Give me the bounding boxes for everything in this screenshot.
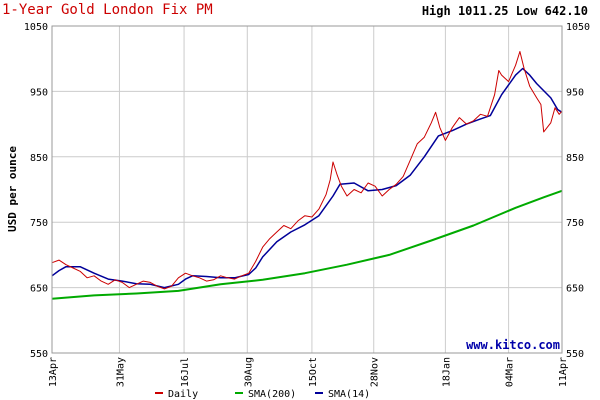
y-tick-label-left: 550 — [30, 349, 48, 360]
x-tick-label: 30Aug — [243, 357, 254, 387]
y-tick-label-right: 750 — [566, 218, 584, 229]
x-tick-label: 18Jan — [441, 357, 452, 387]
y-tick-label-right: 550 — [566, 349, 584, 360]
high-low-readout: High 1011.25 Low 642.10 — [421, 4, 588, 18]
legend: Daily SMA(200) SMA(14) — [155, 389, 370, 400]
y-tick-label-right: 650 — [566, 284, 584, 295]
series-line-sma-200 — [51, 189, 563, 300]
chart-title: 1-Year Gold London Fix PM — [2, 2, 213, 18]
series-line-sma-14 — [51, 67, 563, 289]
legend-entry: Daily — [168, 389, 198, 400]
y-tick-label-right: 1050 — [566, 22, 590, 33]
series-line-daily — [51, 51, 563, 290]
x-tick-label: 13Apr — [48, 357, 59, 387]
x-tick-label: 28Nov — [370, 357, 381, 387]
y-axis-label: USD per ounce — [6, 146, 19, 232]
y-tick-label-left: 650 — [30, 284, 48, 295]
y-tick-label-left: 750 — [30, 218, 48, 229]
legend-entry: SMA(200) — [248, 389, 296, 400]
watermark: www.kitco.com — [466, 338, 560, 352]
legend-entry: SMA(14) — [328, 389, 370, 400]
y-tick-label-right: 850 — [566, 153, 584, 164]
plot-border — [51, 25, 563, 354]
x-tick-label: 31May — [115, 357, 126, 387]
tick-labels: 550 550 650 650 750 750 850 850 950 950 1050 1050 13… — [24, 22, 590, 387]
x-tick-label: 11Apr — [558, 357, 569, 387]
x-tick-label: 04Mar — [505, 357, 516, 387]
series-lines — [51, 51, 563, 300]
y-tick-label-right: 950 — [566, 87, 584, 98]
y-tick-label-left: 950 — [30, 87, 48, 98]
x-tick-label: 16Jul — [180, 357, 191, 387]
plot-area — [52, 26, 562, 353]
y-tick-label-left: 850 — [30, 153, 48, 164]
x-tick-label: 15Oct — [308, 357, 319, 387]
y-tick-label-left: 1050 — [24, 22, 48, 33]
